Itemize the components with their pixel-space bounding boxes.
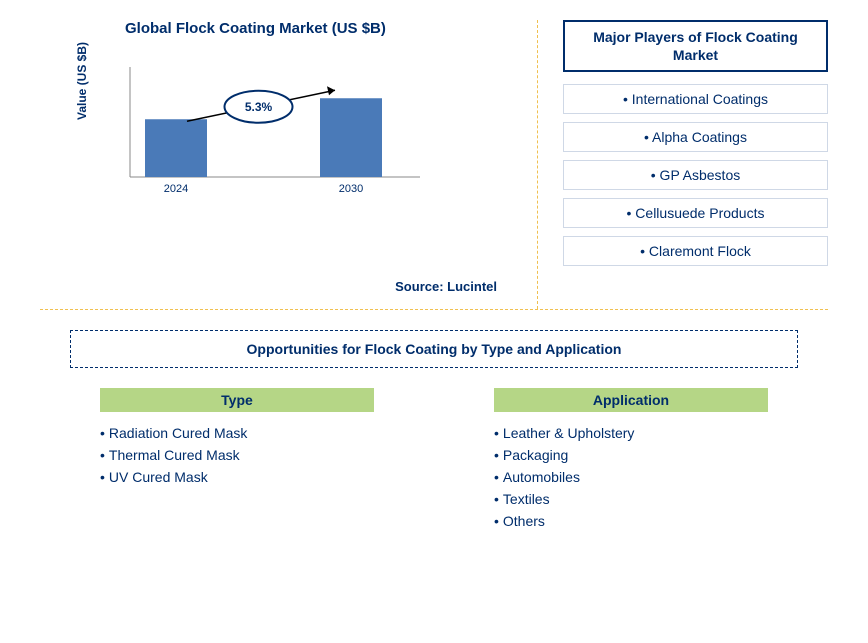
svg-text:2024: 2024: [164, 183, 188, 195]
players-section: Major Players of Flock Coating Market • …: [538, 20, 828, 309]
svg-text:2030: 2030: [339, 183, 363, 195]
column-item: •Thermal Cured Mask: [100, 444, 374, 466]
column-item: •Leather & Upholstery: [494, 422, 768, 444]
column-item: •Automobiles: [494, 466, 768, 488]
top-row: Global Flock Coating Market (US $B) Valu…: [40, 20, 828, 310]
chart-section: Global Flock Coating Market (US $B) Valu…: [40, 20, 538, 309]
players-list: • International Coatings • Alpha Coatings…: [563, 84, 828, 266]
player-box: • GP Asbestos: [563, 160, 828, 190]
player-box: • Cellusuede Products: [563, 198, 828, 228]
opportunities-columns: Type •Radiation Cured Mask•Thermal Cured …: [40, 388, 828, 532]
chart-title: Global Flock Coating Market (US $B): [125, 20, 517, 37]
player-box: • International Coatings: [563, 84, 828, 114]
column-header: Type: [100, 388, 374, 412]
svg-text:5.3%: 5.3%: [245, 100, 273, 114]
column-item: •UV Cured Mask: [100, 466, 374, 488]
bar-chart-svg: 2024 2030 5.3%: [110, 57, 450, 207]
opportunity-column: Application •Leather & Upholstery•Packagi…: [494, 388, 768, 532]
opportunity-column: Type •Radiation Cured Mask•Thermal Cured …: [100, 388, 374, 532]
opportunities-header: Opportunities for Flock Coating by Type …: [70, 330, 798, 368]
player-box: • Alpha Coatings: [563, 122, 828, 152]
source-label: Source: Lucintel: [395, 279, 497, 294]
column-item: •Packaging: [494, 444, 768, 466]
column-header: Application: [494, 388, 768, 412]
player-box: • Claremont Flock: [563, 236, 828, 266]
chart-area: 2024 2030 5.3%: [110, 57, 517, 207]
column-item: •Textiles: [494, 488, 768, 510]
players-header: Major Players of Flock Coating Market: [563, 20, 828, 72]
bottom-section: Opportunities for Flock Coating by Type …: [40, 310, 828, 532]
column-item: •Others: [494, 510, 768, 532]
column-item: •Radiation Cured Mask: [100, 422, 374, 444]
y-axis-label: Value (US $B): [75, 42, 89, 120]
